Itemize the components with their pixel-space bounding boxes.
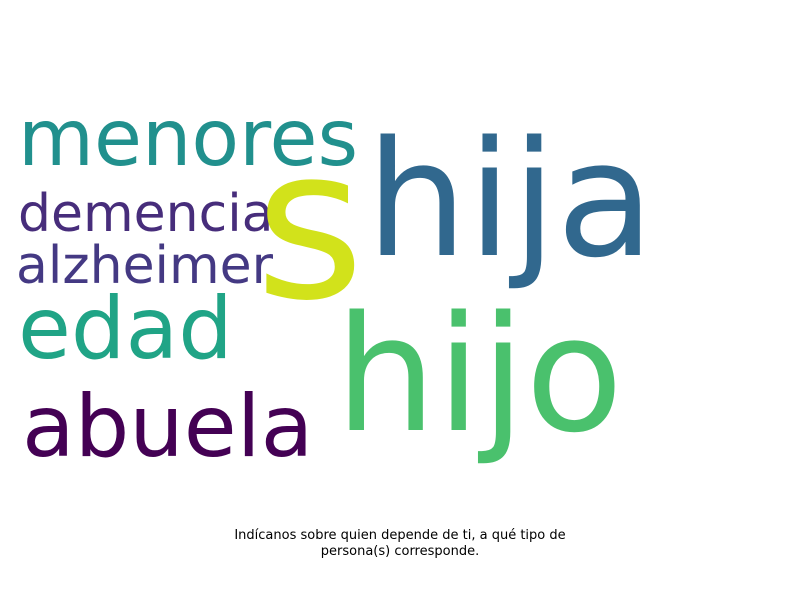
word-alzheimer: alzheimer xyxy=(16,236,274,296)
word-abuela: abuela xyxy=(22,377,314,477)
word-hijo: hijo xyxy=(335,281,624,468)
word-edad: edad xyxy=(18,279,233,379)
figure-caption: Indícanos sobre quien depende de ti, a q… xyxy=(0,528,800,560)
word-hija: hija xyxy=(366,106,655,293)
word-cloud: menores demencia alzheimer edad abuela s… xyxy=(16,94,655,477)
caption-line-2: persona(s) corresponde. xyxy=(320,544,480,559)
word-demencia: demencia xyxy=(18,184,274,244)
word-menores: menores xyxy=(18,94,359,184)
caption-line-1: Indícanos sobre quien depende de ti, a q… xyxy=(234,528,566,543)
word-s: s xyxy=(255,102,365,347)
